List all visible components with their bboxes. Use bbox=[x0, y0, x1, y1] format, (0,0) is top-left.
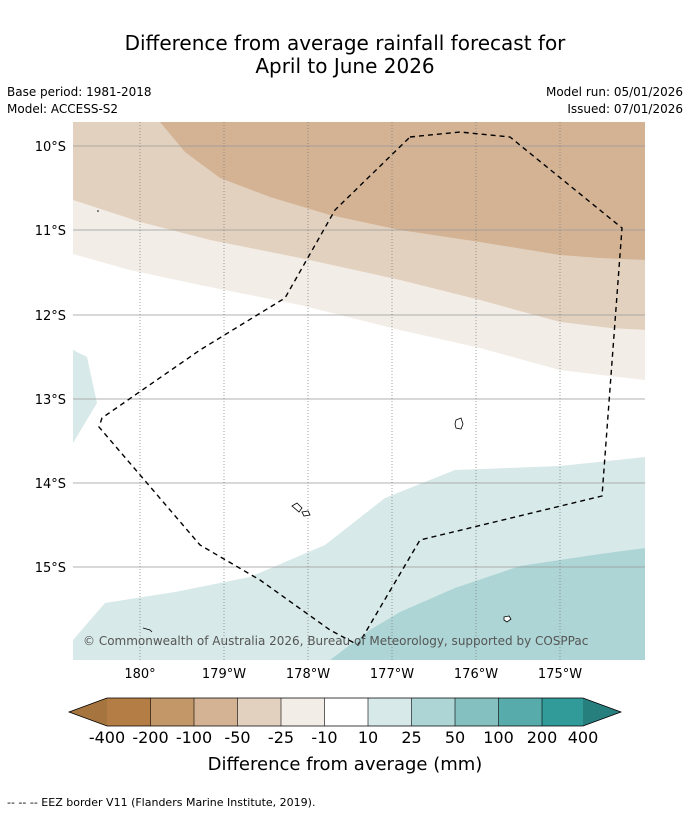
colorbar-swatch bbox=[237, 698, 281, 726]
lat-label-15s: 15°S bbox=[35, 561, 66, 576]
lon-label-177w: 177°W bbox=[370, 667, 414, 682]
island-central-1 bbox=[291, 502, 303, 513]
map-area: © Commonwealth of Australia 2026, Bureau… bbox=[73, 122, 645, 660]
colorbar-swatch bbox=[194, 698, 238, 726]
latitude-labels: 10°S 11°S 12°S 13°S 14°S 15°S bbox=[35, 140, 66, 576]
island-east bbox=[454, 417, 464, 430]
colorbar-tick-label: 10 bbox=[358, 728, 378, 747]
colorbar-swatch bbox=[281, 698, 325, 726]
islands bbox=[97, 210, 512, 633]
lat-label-12s: 12°S bbox=[35, 309, 66, 324]
colorbar-swatch bbox=[542, 698, 583, 726]
metadata-left: Base period: 1981-2018 Model: ACCESS-S2 bbox=[7, 84, 152, 118]
island-southwest bbox=[142, 627, 153, 633]
rain-band-minus-50-to-100 bbox=[160, 122, 645, 260]
colorbar-swatch bbox=[455, 698, 499, 726]
eez-border bbox=[98, 131, 623, 646]
issued-date: Issued: 07/01/2026 bbox=[567, 102, 683, 116]
lon-label-175w: 175°W bbox=[538, 667, 582, 682]
lon-label-180: 180° bbox=[124, 667, 155, 682]
rain-band-minus-10-to-25 bbox=[73, 200, 645, 380]
colorbar-tick-label: 25 bbox=[401, 728, 421, 747]
lon-label-179w: 179°W bbox=[202, 667, 246, 682]
colorbar-title: Difference from average (mm) bbox=[208, 754, 483, 775]
copyright-notice: © Commonwealth of Australia 2026, Bureau… bbox=[83, 634, 588, 648]
colorbar-swatch bbox=[150, 698, 194, 726]
colorbar-tick-label: -200 bbox=[132, 728, 168, 747]
colorbar bbox=[67, 697, 623, 727]
rain-band-plus-10-to-25-west bbox=[73, 350, 97, 443]
map-title-line-1: Difference from average rainfall forecas… bbox=[124, 31, 566, 55]
map-title-line-2: April to June 2026 bbox=[255, 54, 435, 78]
eez-footnote: -- -- -- EEZ border V11 (Flanders Marine… bbox=[7, 796, 316, 809]
colorbar-tick-label: -25 bbox=[268, 728, 294, 747]
colorbar-outline bbox=[67, 697, 623, 727]
colorbar-tick-label: 400 bbox=[568, 728, 599, 747]
lon-label-178w: 178°W bbox=[286, 667, 330, 682]
metadata-right: Model run: 05/01/2026 Issued: 07/01/2026 bbox=[546, 84, 683, 118]
colorbar-arrow-left bbox=[69, 698, 107, 726]
island-central-2 bbox=[301, 510, 311, 517]
colorbar-tick-label: 200 bbox=[527, 728, 558, 747]
rain-band-plus-25-to-50 bbox=[330, 548, 645, 660]
colorbar-tick-labels: -400 -200 -100 -50 -25 -10 10 25 50 100 … bbox=[89, 728, 598, 747]
base-period: Base period: 1981-2018 bbox=[7, 85, 152, 99]
colorbar-tick-label: -100 bbox=[176, 728, 212, 747]
colorbar-swatch bbox=[107, 698, 151, 726]
model-name: Model: ACCESS-S2 bbox=[7, 102, 119, 116]
colorbar-swatch bbox=[324, 698, 368, 726]
lat-label-10s: 10°S bbox=[35, 140, 66, 155]
lat-label-11s: 11°S bbox=[35, 224, 66, 239]
model-run: Model run: 05/01/2026 bbox=[545, 85, 683, 99]
colorbar-tick-label: 50 bbox=[445, 728, 465, 747]
colorbar-tick-label: -10 bbox=[311, 728, 337, 747]
colorbar-tick-label: 100 bbox=[483, 728, 514, 747]
island-southeast bbox=[503, 615, 512, 623]
lat-label-13s: 13°S bbox=[35, 393, 66, 408]
lon-label-176w: 176°W bbox=[454, 667, 498, 682]
colorbar-dividers bbox=[150, 698, 543, 726]
colorbar-swatch bbox=[368, 698, 412, 726]
colorbar-tick-label: -50 bbox=[224, 728, 250, 747]
colorbar-swatch bbox=[411, 698, 455, 726]
colorbar-swatch bbox=[498, 698, 542, 726]
colorbar-tick-label: -400 bbox=[89, 728, 125, 747]
island-northwest bbox=[97, 210, 99, 212]
latitude-gridlines bbox=[73, 145, 645, 568]
longitude-labels: 180° 179°W 178°W 177°W 176°W 175°W bbox=[124, 667, 582, 682]
lat-label-14s: 14°S bbox=[35, 477, 66, 492]
colorbar-arrow-right bbox=[583, 698, 621, 726]
